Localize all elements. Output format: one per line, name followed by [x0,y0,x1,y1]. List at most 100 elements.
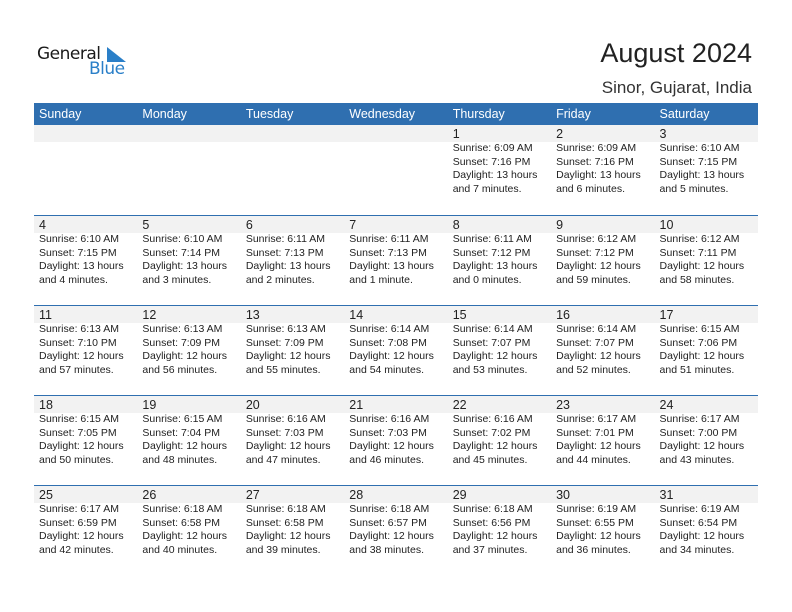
daylight-text: Daylight: 12 hours [39,530,124,543]
day-cell: 5 Sunrise: 6:10 AM Sunset: 7:14 PM Daylight… [137,216,240,287]
sunrise-text: Sunrise: 6:10 AM [142,233,223,245]
sunrise-text: Sunrise: 6:18 AM [142,503,223,515]
daylight-text: Daylight: 12 hours [556,530,641,543]
day-number: 21 [349,398,364,412]
daylight-minutes-text: and 58 minutes. [659,273,735,286]
daylight-text: Daylight: 12 hours [452,530,538,543]
day-number: 14 [349,308,364,322]
sunset-text: Sunset: 6:54 PM [659,516,738,529]
daylight-minutes-text: and 2 minutes. [245,273,315,286]
sunrise-text: Sunrise: 6:14 AM [452,323,533,335]
daylight-minutes-text: and 54 minutes. [349,363,424,376]
day-number: 18 [39,398,53,412]
daylight-minutes-text: and 43 minutes. [659,453,735,466]
day-number: 8 [452,218,460,232]
daylight-text: Daylight: 12 hours [659,530,745,543]
daylight-minutes-text: and 4 minutes. [39,273,108,286]
day-cell: 20 Sunrise: 6:16 AM Sunset: 7:03 PM Dayligh… [241,396,344,467]
day-number: 10 [659,218,674,232]
daylight-minutes-text: and 51 minutes. [659,363,735,376]
sunset-text: Sunset: 7:15 PM [659,155,738,168]
sunset-text: Sunset: 7:08 PM [349,336,427,349]
daylight-minutes-text: and 39 minutes. [245,543,321,556]
sunset-text: Sunset: 7:13 PM [245,246,324,259]
daylight-minutes-text: and 6 minutes. [556,182,625,195]
day-number: 31 [659,488,674,502]
day-cell: 2 Sunrise: 6:09 AM Sunset: 7:16 PM Daylight… [551,125,654,196]
daylight-text: Daylight: 12 hours [142,440,228,453]
daylight-minutes-text: and 47 minutes. [245,453,321,466]
day-number: 3 [659,127,667,141]
sunrise-text: Sunrise: 6:13 AM [142,323,223,335]
day-cell: 31 Sunrise: 6:19 AM Sunset: 6:54 PM Dayligh… [655,486,758,557]
sunset-text: Sunset: 7:03 PM [349,426,427,439]
logo: General Blue [37,44,137,84]
location: Sinor, Gujarat, India [601,78,752,97]
sunset-text: Sunset: 7:06 PM [659,336,738,349]
daylight-minutes-text: and 59 minutes. [556,273,631,286]
daylight-minutes-text: and 53 minutes. [452,363,528,376]
daylight-text: Daylight: 12 hours [659,440,745,453]
day-cell: 24 Sunrise: 6:17 AM Sunset: 7:00 PM Dayligh… [655,396,758,467]
day-number: 22 [452,398,467,412]
day-number: 28 [349,488,364,502]
day-cell: 12 Sunrise: 6:13 AM Sunset: 7:09 PM Dayligh… [137,306,240,377]
daylight-text: Daylight: 12 hours [556,260,641,273]
daylight-text: Daylight: 12 hours [142,530,228,543]
sunrise-text: Sunrise: 6:14 AM [556,323,637,335]
sunset-text: Sunset: 6:58 PM [245,516,324,529]
daylight-text: Daylight: 12 hours [39,350,124,363]
date-band [34,486,758,503]
sunset-text: Sunset: 7:07 PM [556,336,634,349]
day-number: 5 [142,218,150,232]
daylight-minutes-text: and 3 minutes. [142,273,212,286]
sunset-text: Sunset: 7:09 PM [142,336,221,349]
sunset-text: Sunset: 7:12 PM [452,246,531,259]
sunrise-text: Sunrise: 6:11 AM [349,233,429,245]
day-number: 27 [245,488,260,502]
sunset-text: Sunset: 7:16 PM [452,155,531,168]
day-number: 16 [556,308,571,322]
sunset-text: Sunset: 7:14 PM [142,246,221,259]
daylight-text: Daylight: 12 hours [245,440,331,453]
sunrise-text: Sunrise: 6:16 AM [452,413,533,425]
sunset-text: Sunset: 6:55 PM [556,516,634,529]
day-number: 7 [349,218,357,232]
day-cell: 4 Sunrise: 6:10 AM Sunset: 7:15 PM Daylight… [34,216,137,287]
daylight-text: Daylight: 13 hours [245,260,331,273]
day-cell: 23 Sunrise: 6:17 AM Sunset: 7:01 PM Dayligh… [551,396,654,467]
day-cell: 9 Sunrise: 6:12 AM Sunset: 7:12 PM Daylight… [551,216,654,287]
empty-cell [241,125,344,196]
sunset-text: Sunset: 7:04 PM [142,426,221,439]
sunrise-text: Sunrise: 6:11 AM [452,233,532,245]
daylight-text: Daylight: 12 hours [245,530,331,543]
day-number: 15 [452,308,467,322]
sunrise-text: Sunrise: 6:17 AM [39,503,119,515]
day-cell: 14 Sunrise: 6:14 AM Sunset: 7:08 PM Dayligh… [344,306,447,377]
day-cell: 27 Sunrise: 6:18 AM Sunset: 6:58 PM Dayligh… [241,486,344,557]
daylight-text: Daylight: 12 hours [452,350,538,363]
day-cell: 3 Sunrise: 6:10 AM Sunset: 7:15 PM Daylight… [655,125,758,196]
day-cell: 15 Sunrise: 6:14 AM Sunset: 7:07 PM Dayligh… [448,306,551,377]
sunrise-text: Sunrise: 6:19 AM [659,503,740,515]
daylight-text: Daylight: 13 hours [452,169,538,182]
day-cell: 6 Sunrise: 6:11 AM Sunset: 7:13 PM Daylight… [241,216,344,287]
sunrise-text: Sunrise: 6:15 AM [39,413,119,425]
day-number: 24 [659,398,674,412]
weekday-sunday: Sunday [39,107,82,121]
sunset-text: Sunset: 7:15 PM [39,246,117,259]
sunset-text: Sunset: 6:58 PM [142,516,221,529]
sunset-text: Sunset: 7:16 PM [556,155,634,168]
daylight-minutes-text: and 34 minutes. [659,543,735,556]
day-number: 26 [142,488,157,502]
day-number: 6 [245,218,253,232]
daylight-text: Daylight: 13 hours [659,169,745,182]
date-band [34,125,758,142]
daylight-minutes-text: and 50 minutes. [39,453,114,466]
day-cell: 7 Sunrise: 6:11 AM Sunset: 7:13 PM Daylight… [344,216,447,287]
empty-cell [344,125,447,196]
day-cell: 13 Sunrise: 6:13 AM Sunset: 7:09 PM Dayligh… [241,306,344,377]
day-number: 23 [556,398,571,412]
logo-triangle-icon [107,47,126,62]
week-row: 4 Sunrise: 6:10 AM Sunset: 7:15 PM Daylight… [34,215,758,305]
